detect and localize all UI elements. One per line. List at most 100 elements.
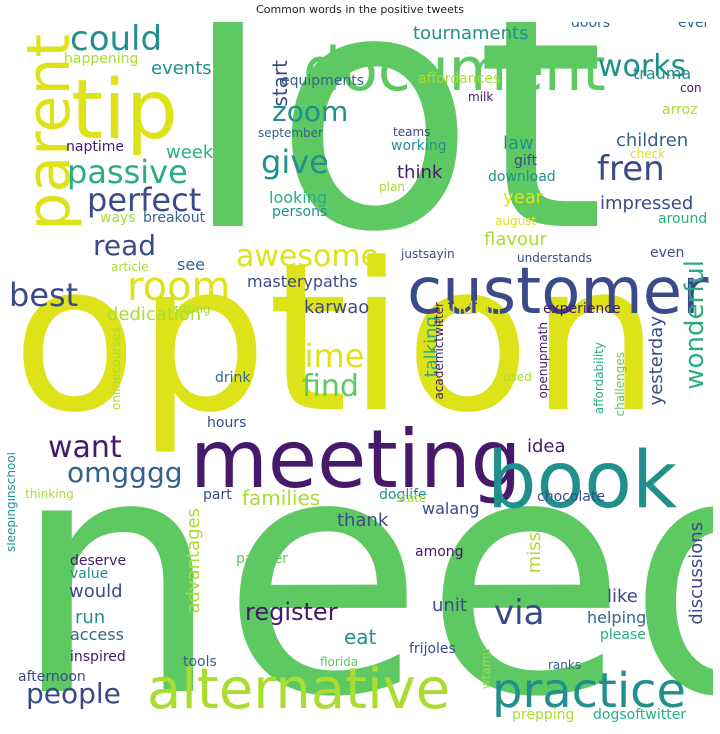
word-ranks: ranks <box>548 658 582 672</box>
word-alternative: alternative <box>147 657 451 722</box>
word-need: need <box>12 385 713 728</box>
word-year: year <box>503 187 544 208</box>
word-state: state <box>396 491 427 505</box>
word-events: events <box>151 58 212 79</box>
word-discussions: discussions <box>686 522 707 625</box>
word-helping: helping <box>587 608 647 627</box>
word-practice: practice <box>492 663 687 719</box>
word-challenges: challenges <box>613 352 627 417</box>
word-time: time <box>292 337 365 375</box>
word-working: working <box>391 138 447 154</box>
word-tournaments: tournaments <box>413 23 529 44</box>
word-part: part <box>203 487 232 503</box>
word-people: people <box>26 677 121 710</box>
word-cloud: lot needoptionmeetingbook customer document… <box>7 22 713 728</box>
word-justsayin: justsayin <box>401 247 455 261</box>
word-via: via <box>494 593 545 633</box>
word-awesome: awesome <box>236 239 380 274</box>
word-equipments: equipments <box>281 73 365 89</box>
word-yesterday: yesterday <box>646 316 667 406</box>
word-among: among <box>415 544 464 560</box>
word-idea: idea <box>527 436 566 457</box>
word-children: children <box>616 130 689 151</box>
word-option: option <box>12 220 661 458</box>
word-room: room <box>127 264 231 310</box>
word-doglife: doglife <box>379 487 427 503</box>
word-wonderful: wonderful <box>680 260 710 390</box>
word-omgggg: omgggg <box>67 456 183 489</box>
word-afternoon: afternoon <box>18 669 86 685</box>
word-find: find <box>302 369 359 404</box>
word-karwao: karwao <box>304 297 370 318</box>
word-access: access <box>70 625 124 644</box>
word-milk: milk <box>468 90 494 104</box>
word-customer: customer <box>407 255 709 329</box>
word-families: families <box>242 486 321 510</box>
word-flavour: flavour <box>484 229 547 250</box>
word-check: check <box>630 147 666 161</box>
word-unit: unit <box>432 595 467 616</box>
word-experience: experience <box>543 301 621 317</box>
word-read: read <box>93 229 157 262</box>
word-prepping: prepping <box>512 707 575 723</box>
word-tools: tools <box>183 654 217 670</box>
word-frijoles: frijoles <box>409 641 456 657</box>
word-wtamu: wtamu <box>479 648 493 690</box>
word-understands: understands <box>517 251 592 265</box>
word-around: around <box>658 211 708 227</box>
word-chocolate: chocolate <box>537 489 605 505</box>
word-would: would <box>69 581 123 602</box>
word-thank: thank <box>337 510 389 531</box>
word-plan: plan <box>379 180 405 194</box>
word-eat: eat <box>344 625 377 649</box>
word-lot: lot <box>182 22 605 304</box>
word-see: see <box>177 255 206 274</box>
word-sleepinginschool: sleepinginschool <box>7 452 18 552</box>
word-give: give <box>261 143 329 181</box>
word-breakout: breakout <box>143 210 206 226</box>
word-zoom: zoom <box>272 95 349 128</box>
word-arroz: arroz <box>662 102 698 118</box>
word-happening: happening <box>64 51 139 67</box>
word-article: article <box>111 260 149 274</box>
word-inspired: inspired <box>70 649 126 665</box>
word-passive: passive <box>67 153 188 191</box>
word-perfect: perfect <box>87 181 202 219</box>
word-fren: fren <box>597 149 665 189</box>
word-best: best <box>9 276 79 314</box>
word-indian: indian <box>446 298 502 319</box>
word-openupmath: openupmath <box>536 322 550 399</box>
word-drink: drink <box>215 370 251 386</box>
word-run: run <box>75 607 106 628</box>
word-sitting: sitting <box>173 302 211 316</box>
word-thinking: thinking <box>25 487 74 501</box>
word-even: even <box>650 245 685 261</box>
word-partner: partner <box>236 551 288 567</box>
word-affordances: affordances <box>418 71 501 87</box>
word-onlinecourses: onlinecourses <box>109 327 123 410</box>
word-download: download <box>488 169 556 185</box>
word-impressed: impressed <box>600 193 694 214</box>
word-deserve: deserve <box>70 553 127 569</box>
word-con: con <box>680 81 702 95</box>
word-law: law <box>503 133 534 154</box>
word-book: book <box>487 436 678 526</box>
word-value: value <box>70 566 109 582</box>
word-hours: hours <box>207 415 247 431</box>
word-dogsoftwitter: dogsoftwitter <box>593 707 687 723</box>
word-week: week <box>166 142 214 163</box>
word-naptime: naptime <box>66 139 124 155</box>
word-ever: ever <box>678 22 710 31</box>
word-doors: doors <box>571 22 611 31</box>
word-works: works <box>598 49 687 84</box>
word-ways: ways <box>100 210 136 226</box>
word-tip: tip <box>71 63 178 158</box>
word-could: could <box>70 22 163 59</box>
word-used: used <box>503 370 532 384</box>
word-think: think <box>397 162 443 183</box>
word-please: please <box>600 627 646 643</box>
chart-title: Common words in the positive tweets <box>256 3 464 16</box>
word-affordability: affordability <box>592 342 606 415</box>
word-gift: gift <box>514 153 537 169</box>
word-florida: florida <box>320 655 359 669</box>
